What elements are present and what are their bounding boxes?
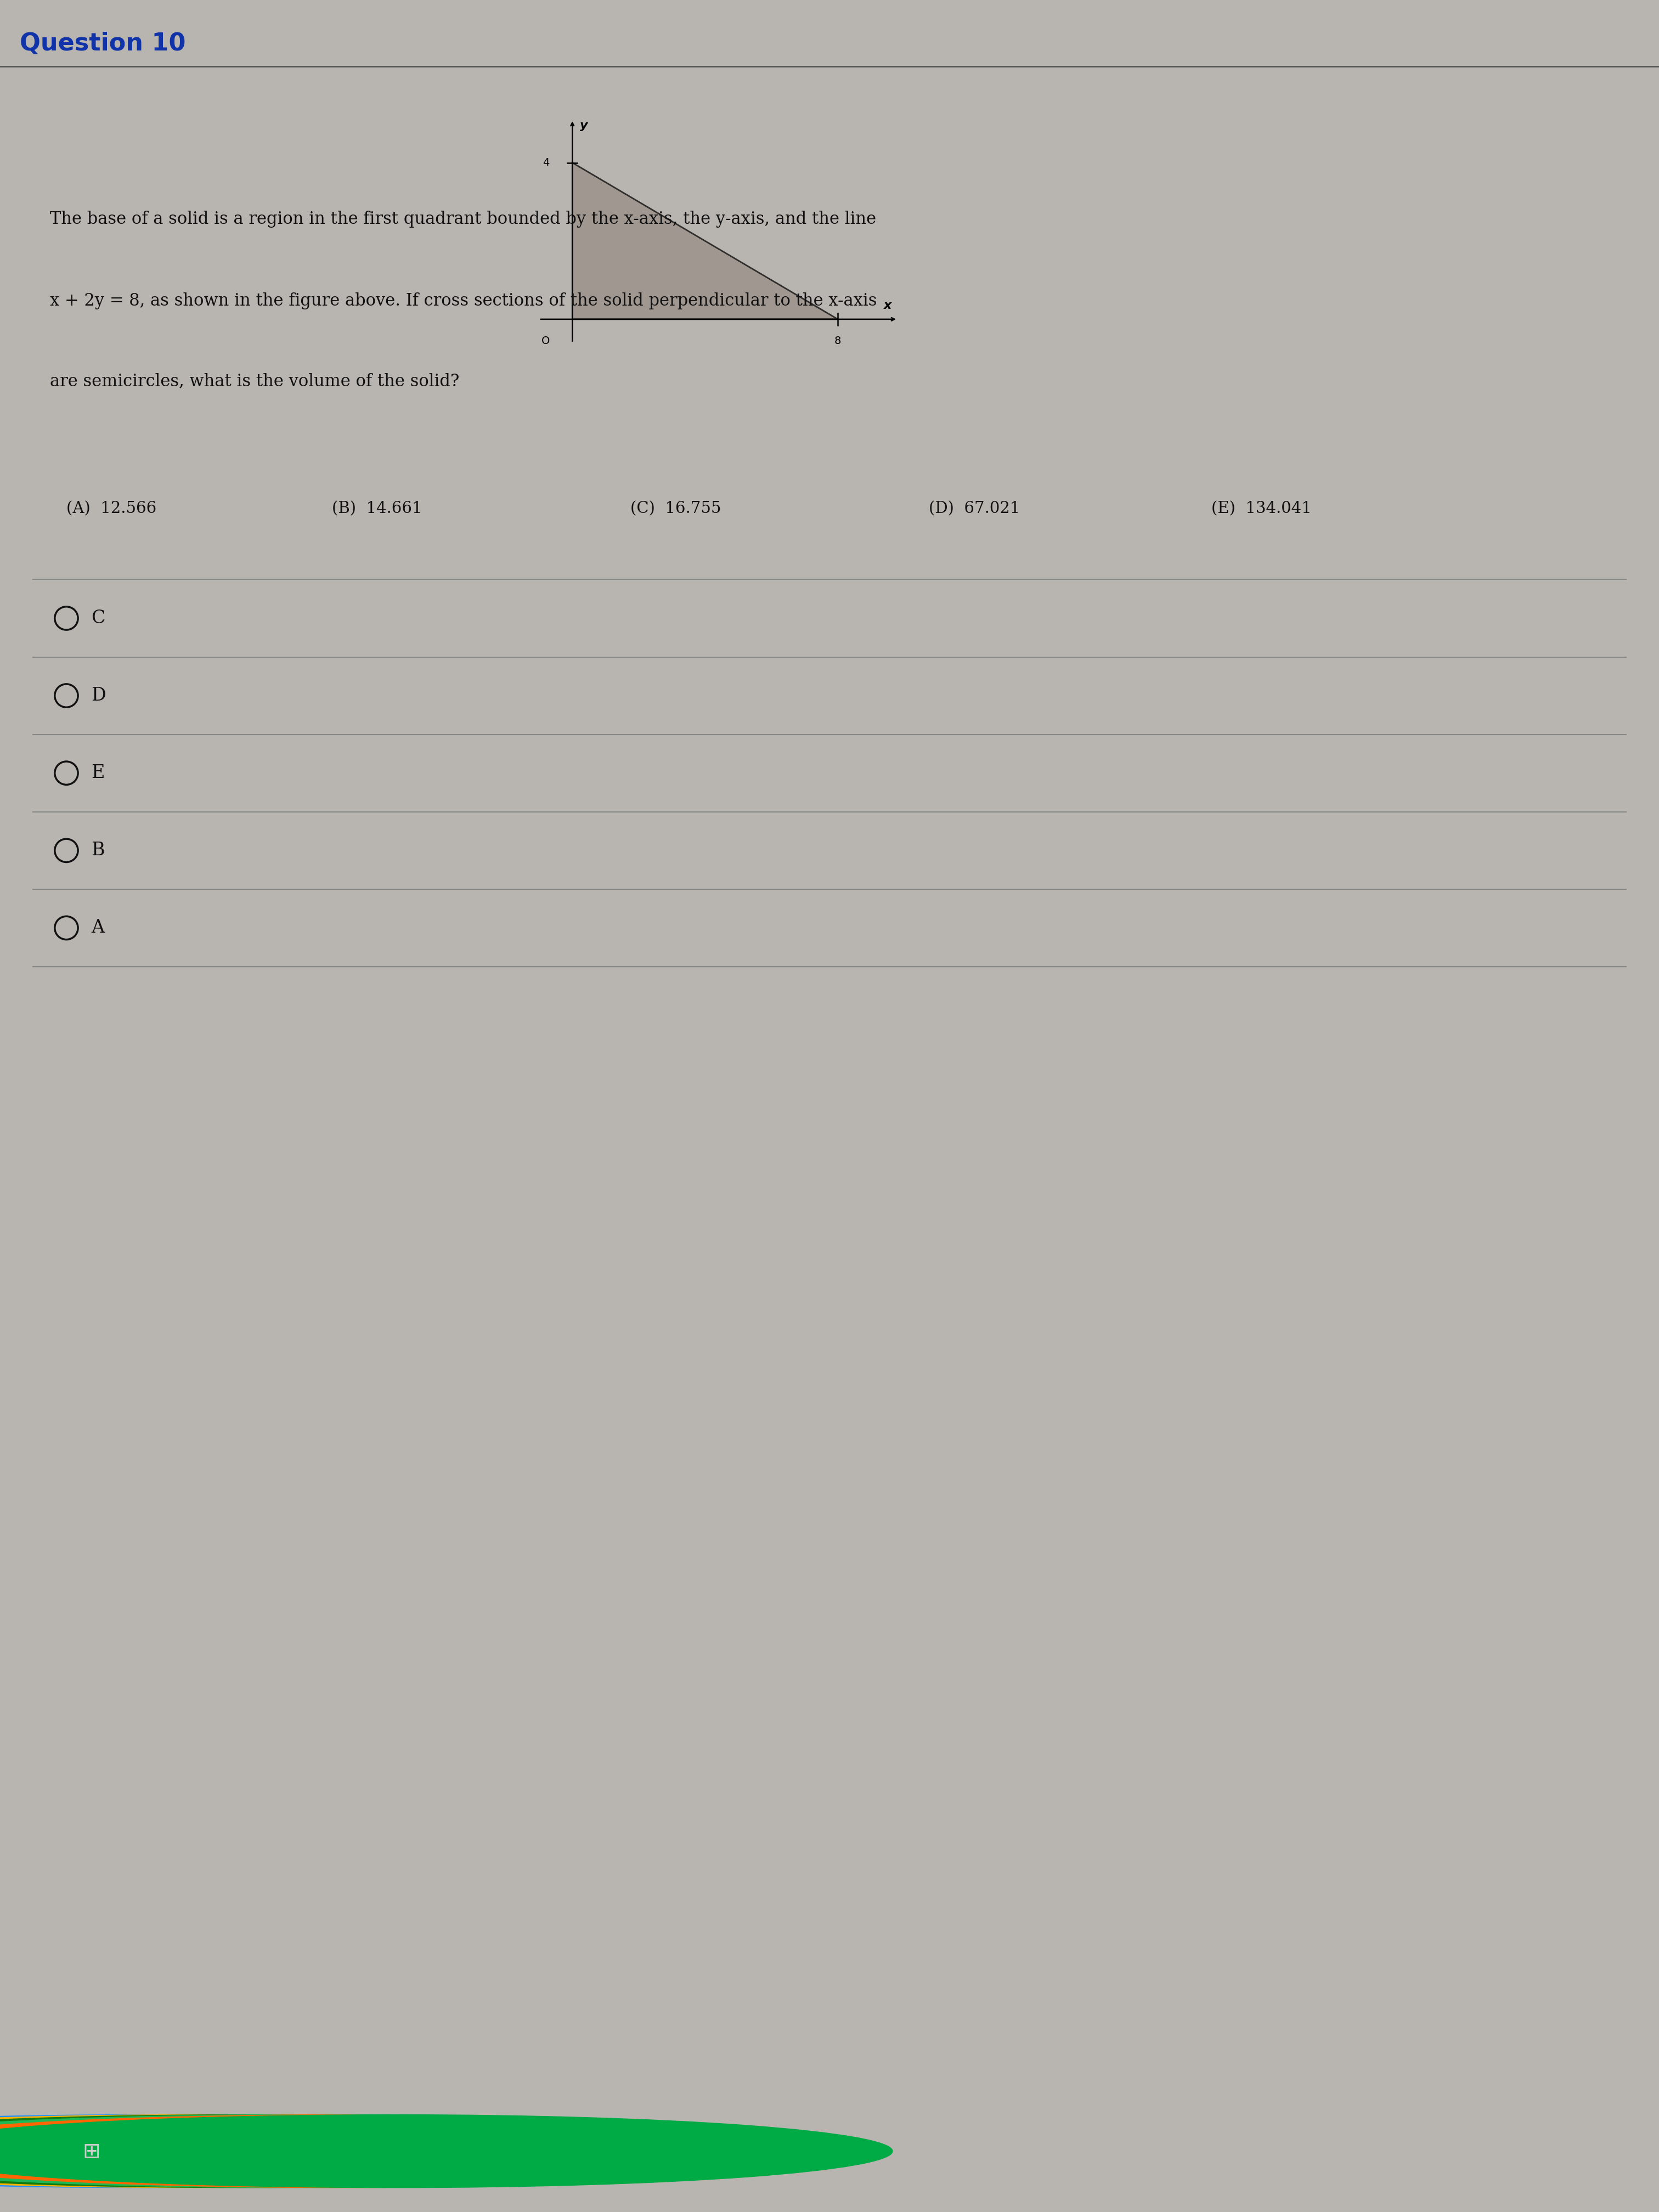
- Text: x: x: [884, 301, 891, 312]
- Text: (C)  16.755: (C) 16.755: [630, 502, 722, 515]
- Text: Question 10: Question 10: [20, 31, 186, 55]
- Text: (B)  14.661: (B) 14.661: [332, 502, 421, 515]
- Circle shape: [0, 2115, 642, 2188]
- Text: x + 2y = 8, as shown in the figure above. If cross sections of the solid perpend: x + 2y = 8, as shown in the figure above…: [50, 292, 878, 310]
- Text: O: O: [541, 336, 551, 345]
- Circle shape: [0, 2115, 893, 2188]
- Text: (E)  134.041: (E) 134.041: [1211, 502, 1311, 515]
- Circle shape: [0, 2115, 793, 2188]
- Circle shape: [0, 2115, 743, 2188]
- Text: y: y: [581, 119, 587, 131]
- Text: E: E: [91, 765, 105, 781]
- Text: A: A: [91, 920, 105, 936]
- Text: (D)  67.021: (D) 67.021: [929, 502, 1020, 515]
- Circle shape: [0, 2115, 693, 2188]
- Text: ⊞: ⊞: [83, 2141, 100, 2161]
- Text: D: D: [91, 688, 106, 703]
- Text: C: C: [91, 611, 105, 626]
- Polygon shape: [572, 164, 838, 319]
- Circle shape: [0, 2115, 843, 2188]
- Text: B: B: [91, 843, 105, 858]
- Text: 4: 4: [542, 157, 549, 168]
- Text: 8: 8: [834, 336, 841, 345]
- Text: (A)  12.566: (A) 12.566: [66, 502, 156, 515]
- Text: The base of a solid is a region in the first quadrant bounded by the x-axis, the: The base of a solid is a region in the f…: [50, 210, 876, 228]
- Text: are semicircles, what is the volume of the solid?: are semicircles, what is the volume of t…: [50, 372, 460, 389]
